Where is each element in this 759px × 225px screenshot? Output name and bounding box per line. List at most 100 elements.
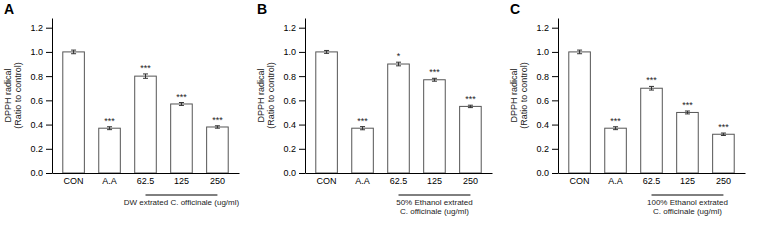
x-axis-line [53,173,240,174]
error-bar [179,103,184,106]
y-tick-mark [46,76,52,77]
error-bar-cap [577,53,582,54]
error-bar [577,50,582,54]
x-tick-label: 125 [680,176,695,186]
x-tick: 62.5 [137,176,155,186]
y-tick-mark [46,100,52,101]
y-axis-line [52,19,53,174]
error-bar-cap [577,50,582,51]
x-tick: CON [64,176,84,186]
y-tick: 0.2 [30,144,52,154]
y-tick-mark [299,76,305,77]
error-bar-cap [324,50,329,51]
x-axis-title: 100% Ethanol extratedC. officinale (ug/m… [647,198,728,216]
error-bar-cap [721,133,726,134]
error-bar [468,105,473,107]
x-axis-title-line: 100% Ethanol extrated [647,198,728,207]
y-tick-label: 1.0 [536,47,549,57]
y-axis-title-line: (Ratio to control) [13,62,23,129]
error-bar-cap [432,81,437,82]
error-bar [71,50,76,54]
y-tick-label: 0.8 [536,72,549,82]
bar [388,64,410,173]
y-axis-title-line: DPPH radical [256,68,266,122]
y-tick-label: 0.0 [30,168,43,178]
x-tick: CON [570,176,590,186]
error-bar [324,50,329,53]
x-tick-label: 250 [716,176,731,186]
error-bar-cap [71,53,76,54]
panel-title: C [510,1,520,17]
x-tick-label: A.A [355,176,370,186]
x-tick: 62.5 [643,176,661,186]
y-axis-title-line: DPPH radical [509,68,519,122]
error-bar-cap [179,105,184,106]
x-axis-title-line: C. officinale (ug/ml) [653,207,722,216]
y-tick-mark [552,52,558,53]
y-tick: 0.6 [536,96,558,106]
significance-label: *** [610,116,621,126]
x-tick-label: 62.5 [137,176,155,186]
y-axis: 0.00.20.40.60.81.01.2 [30,19,52,179]
x-axis: CONA.A62.5125250 [306,174,493,187]
bar [171,104,193,173]
y-tick-label: 0.2 [30,144,43,154]
y-tick-label: 0.8 [283,72,296,82]
bracket [652,195,724,196]
error-bar-cap [468,105,473,106]
significance-label: *** [429,67,440,77]
x-axis-title-line: DW extrated C. officinale (ug/ml) [124,198,240,207]
x-tick-label: 250 [210,176,225,186]
marks [63,50,228,173]
x-tick: A.A [102,176,117,186]
bar [677,112,699,173]
y-tick-mark [46,173,52,174]
x-axis-line [559,173,746,174]
y-tick: 0.2 [536,144,558,154]
x-tick-label: 62.5 [390,176,408,186]
error-bar-stem [398,62,399,66]
bar [641,88,663,173]
y-axis-title-line: (Ratio to control) [519,62,529,129]
error-bar [685,111,690,114]
significance-label: *** [465,94,476,104]
bar [316,52,338,173]
error-bar [215,126,220,128]
y-tick: 0.0 [536,168,558,178]
x-tick-label: 125 [174,176,189,186]
x-axis-title-line: C. officinale (ug/ml) [400,207,469,216]
x-tick: 250 [463,176,478,186]
x-tick-label: 250 [463,176,478,186]
y-tick-mark [552,76,558,77]
y-axis-title-line: (Ratio to control) [266,62,276,129]
y-tick: 0.4 [536,120,558,130]
y-tick-label: 1.2 [283,23,296,33]
y-tick-label: 1.0 [30,47,43,57]
error-bar [396,62,401,66]
y-tick-mark [552,125,558,126]
panel: ************0.00.20.40.60.81.01.2CONA.A6… [3,1,240,207]
y-axis-line [305,19,306,174]
y-tick-mark [46,149,52,150]
x-tick-label: CON [317,176,337,186]
error-bar-cap [396,65,401,66]
x-tick: CON [317,176,337,186]
bar [63,52,85,173]
error-bar-cap [143,78,148,79]
y-tick-mark [46,125,52,126]
error-bar [613,127,618,130]
marks [569,50,734,173]
y-tick-mark [299,100,305,101]
bracket [399,195,471,196]
x-axis-title-line: 50% Ethanol extrated [396,198,473,207]
y-tick-label: 0.2 [536,144,549,154]
y-tick-label: 0.4 [283,120,296,130]
error-bar-cap [432,78,437,79]
y-tick-mark [299,173,305,174]
y-axis-title-line: DPPH radical [3,68,13,122]
bar [135,76,157,173]
y-tick: 1.2 [536,23,558,33]
panel: **********0.00.20.40.60.81.01.2CONA.A62.… [256,1,493,216]
y-axis: 0.0 0.2 0.4 0.6 0.8 1.0 1.2 [536,19,558,179]
x-axis: CON A.A 62.5 125 250 [53,174,240,187]
